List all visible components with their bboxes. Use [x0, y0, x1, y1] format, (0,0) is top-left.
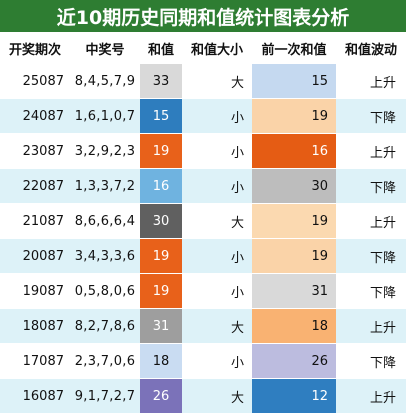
table-header-row: 开奖期次 中奖号 和值 和值大小 前一次和值 和值波动 [0, 32, 406, 64]
header-period: 开奖期次 [0, 32, 70, 64]
numbers-cell: 3,2,9,2,3 [70, 133, 140, 169]
table-row: 20087 3,4,3,3,6 19 小 19 下降 [0, 238, 406, 274]
sum-size-cell: 大 [182, 203, 252, 239]
numbers-cell: 3,4,3,3,6 [70, 238, 140, 274]
period-cell: 19087 [0, 273, 70, 309]
period-cell: 25087 [0, 64, 70, 99]
sum-cell: 18 [140, 343, 182, 379]
sum-size-cell: 大 [182, 378, 252, 414]
sum-cell: 19 [140, 133, 182, 169]
table-row: 22087 1,3,3,7,2 16 小 30 下降 [0, 168, 406, 204]
sum-trend-cell: 上升 [336, 378, 406, 414]
sum-trend-cell: 上升 [336, 64, 406, 99]
period-cell: 20087 [0, 238, 70, 274]
period-cell: 24087 [0, 98, 70, 134]
sum-trend-cell: 下降 [336, 343, 406, 379]
numbers-cell: 8,6,6,6,4 [70, 203, 140, 239]
table-row: 17087 2,3,7,0,6 18 小 26 下降 [0, 343, 406, 379]
sum-size-cell: 大 [182, 64, 252, 99]
sum-trend-cell: 上升 [336, 308, 406, 344]
table-row: 25087 8,4,5,7,9 33 大 15 上升 [0, 64, 406, 99]
table-row: 19087 0,5,8,0,6 19 小 31 下降 [0, 273, 406, 309]
table-row: 18087 8,2,7,8,6 31 大 18 上升 [0, 308, 406, 344]
period-cell: 16087 [0, 378, 70, 414]
sum-size-cell: 小 [182, 343, 252, 379]
sum-size-cell: 小 [182, 273, 252, 309]
prev-sum-cell: 15 [252, 64, 336, 99]
sum-cell: 19 [140, 238, 182, 274]
sum-size-cell: 小 [182, 168, 252, 204]
sum-size-cell: 小 [182, 238, 252, 274]
numbers-cell: 2,3,7,0,6 [70, 343, 140, 379]
prev-sum-cell: 16 [252, 133, 336, 169]
sum-cell: 26 [140, 378, 182, 414]
header-prev-sum: 前一次和值 [252, 32, 336, 64]
header-sum-size: 和值大小 [182, 32, 252, 64]
page-title: 近10期历史同期和值统计图表分析 [0, 0, 406, 32]
sum-trend-cell: 上升 [336, 203, 406, 239]
table-row: 16087 9,1,7,2,7 26 大 12 上升 [0, 378, 406, 414]
header-sum: 和值 [140, 32, 182, 64]
sum-size-cell: 大 [182, 308, 252, 344]
table-row: 23087 3,2,9,2,3 19 小 16 上升 [0, 133, 406, 169]
sum-cell: 15 [140, 98, 182, 134]
prev-sum-cell: 12 [252, 378, 336, 414]
numbers-cell: 9,1,7,2,7 [70, 378, 140, 414]
sum-trend-cell: 下降 [336, 238, 406, 274]
sum-trend-cell: 下降 [336, 273, 406, 309]
numbers-cell: 1,3,3,7,2 [70, 168, 140, 204]
sum-stats-table: 开奖期次 中奖号 和值 和值大小 前一次和值 和值波动 25087 8,4,5,7… [0, 32, 406, 414]
table-row: 21087 8,6,6,6,4 30 大 19 上升 [0, 203, 406, 239]
sum-size-cell: 小 [182, 98, 252, 134]
sum-trend-cell: 下降 [336, 98, 406, 134]
prev-sum-cell: 19 [252, 238, 336, 274]
table-row: 24087 1,6,1,0,7 15 小 19 下降 [0, 98, 406, 134]
sum-cell: 19 [140, 273, 182, 309]
sum-trend-cell: 下降 [336, 168, 406, 204]
numbers-cell: 0,5,8,0,6 [70, 273, 140, 309]
prev-sum-cell: 30 [252, 168, 336, 204]
prev-sum-cell: 19 [252, 98, 336, 134]
prev-sum-cell: 31 [252, 273, 336, 309]
header-sum-trend: 和值波动 [336, 32, 406, 64]
period-cell: 18087 [0, 308, 70, 344]
prev-sum-cell: 18 [252, 308, 336, 344]
sum-trend-cell: 上升 [336, 133, 406, 169]
period-cell: 17087 [0, 343, 70, 379]
sum-size-cell: 小 [182, 133, 252, 169]
prev-sum-cell: 19 [252, 203, 336, 239]
sum-cell: 30 [140, 203, 182, 239]
period-cell: 22087 [0, 168, 70, 204]
numbers-cell: 1,6,1,0,7 [70, 98, 140, 134]
prev-sum-cell: 26 [252, 343, 336, 379]
sum-cell: 33 [140, 64, 182, 99]
numbers-cell: 8,2,7,8,6 [70, 308, 140, 344]
period-cell: 21087 [0, 203, 70, 239]
sum-cell: 16 [140, 168, 182, 204]
sum-cell: 31 [140, 308, 182, 344]
header-numbers: 中奖号 [70, 32, 140, 64]
period-cell: 23087 [0, 133, 70, 169]
numbers-cell: 8,4,5,7,9 [70, 64, 140, 99]
